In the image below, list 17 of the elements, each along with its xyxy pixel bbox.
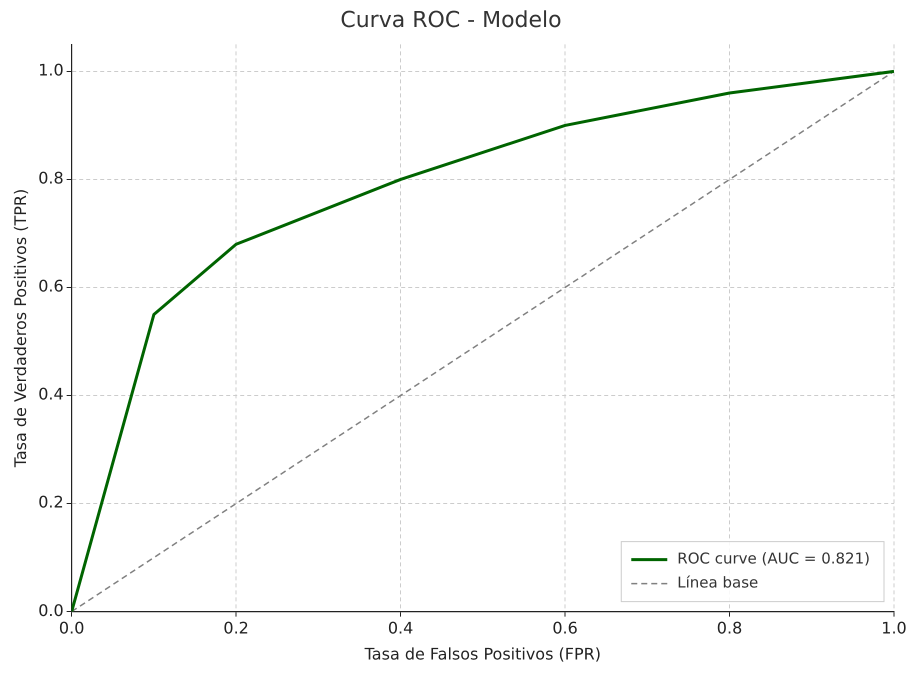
legend-label: ROC curve (AUC = 0.821) (677, 549, 870, 568)
legend-label: Línea base (677, 573, 758, 592)
x-tick-label: 0.6 (552, 618, 578, 638)
x-tick-label: 0.4 (388, 618, 414, 638)
y-axis-title: Tasa de Verdaderos Positivos (TPR) (10, 188, 30, 468)
y-tick-label: 0.2 (38, 492, 64, 512)
y-tick-label: 0.4 (38, 384, 64, 404)
chart-title: Curva ROC - Modelo (340, 8, 562, 33)
y-tick-label: 0.0 (38, 600, 64, 620)
x-tick-label: 0.0 (58, 618, 84, 638)
x-tick-label: 0.8 (716, 618, 742, 638)
x-axis-title: Tasa de Falsos Positivos (FPR) (364, 644, 601, 664)
x-tick-label: 1.0 (881, 618, 907, 638)
y-tick-label: 0.6 (38, 276, 64, 296)
y-tick-label: 0.8 (38, 168, 64, 188)
x-tick-label: 0.2 (223, 618, 249, 638)
y-tick-label: 1.0 (38, 60, 64, 80)
